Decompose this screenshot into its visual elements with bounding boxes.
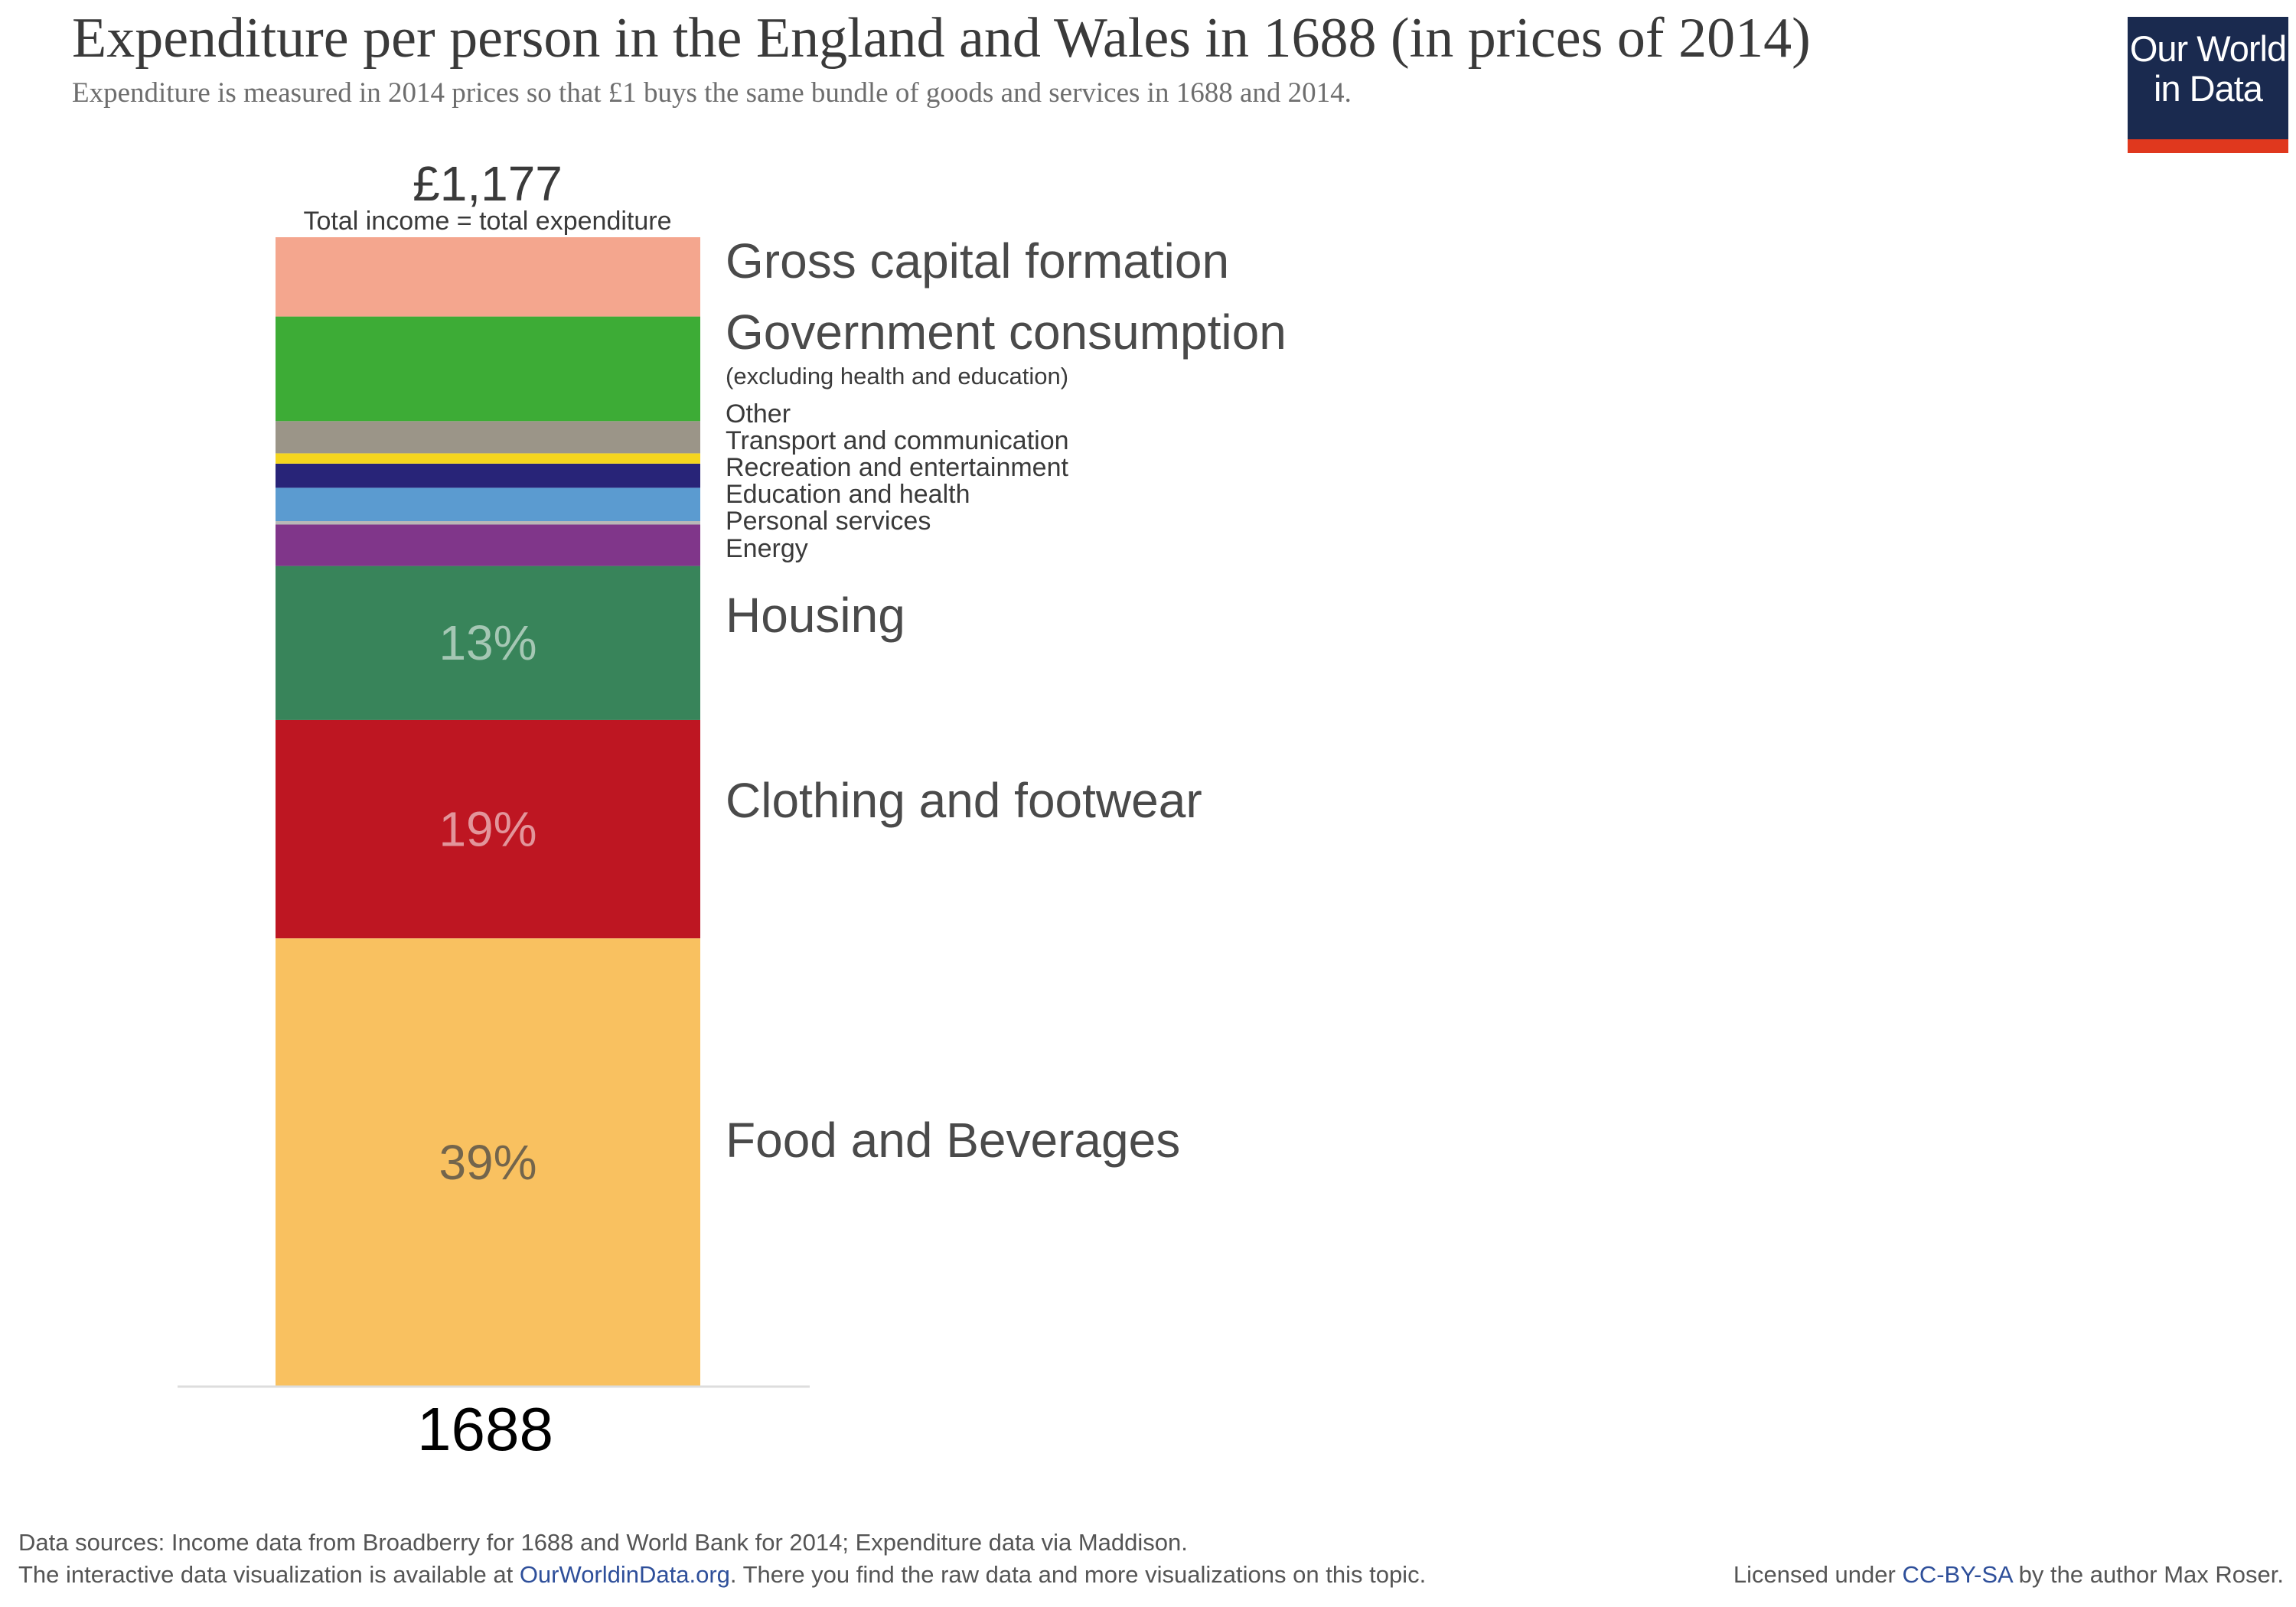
series-label-other: Other bbox=[726, 399, 791, 429]
owid-link[interactable]: OurWorldinData.org bbox=[519, 1561, 730, 1588]
logo-text: Our World in Data bbox=[2128, 29, 2288, 109]
footer-sources: Data sources: Income data from Broadberr… bbox=[18, 1529, 1188, 1556]
chart-subtitle: Expenditure is measured in 2014 prices s… bbox=[72, 77, 1352, 109]
bar-segment-clothing-and-footwear[interactable] bbox=[276, 719, 700, 939]
bar-segment-personal-services[interactable] bbox=[276, 521, 700, 525]
bar-segment-education-and-health[interactable] bbox=[276, 487, 700, 521]
percent-label-housing: 13% bbox=[439, 615, 536, 670]
owid-logo[interactable]: Our World in Data bbox=[2128, 17, 2288, 153]
percent-label-food-and-beverages: 39% bbox=[439, 1135, 536, 1190]
series-label-government-consumption: Government consumption bbox=[726, 305, 1287, 360]
chart-title: Expenditure per person in the England an… bbox=[72, 7, 1811, 70]
bar-segment-recreation-and-entertainment[interactable] bbox=[276, 463, 700, 488]
footer-interactive-prefix: The interactive data visualization is av… bbox=[18, 1561, 520, 1588]
footer-license: Licensed under CC-BY-SA by the author Ma… bbox=[1733, 1561, 2284, 1589]
bar-segment-housing[interactable] bbox=[276, 566, 700, 720]
license-prefix: Licensed under bbox=[1733, 1561, 1903, 1588]
bar-segment-transport-and-communication[interactable] bbox=[276, 453, 700, 464]
percent-label-clothing-and-footwear: 19% bbox=[439, 802, 536, 857]
series-label-transport-and-communication: Transport and communication bbox=[726, 426, 1069, 455]
bar-segment-government-consumption[interactable] bbox=[276, 316, 700, 422]
license-link[interactable]: CC-BY-SA bbox=[1902, 1561, 2013, 1588]
total-label: £1,177 bbox=[413, 156, 563, 211]
series-labels: Food and Beverages Clothing and footwear H… bbox=[726, 233, 1287, 1168]
series-label-housing: Housing bbox=[726, 588, 905, 643]
x-category-label: 1688 bbox=[417, 1395, 553, 1463]
series-label-education-and-health: Education and health bbox=[726, 480, 970, 509]
series-label-food-and-beverages: Food and Beverages bbox=[726, 1113, 1180, 1168]
logo-line-1: Our World bbox=[2129, 28, 2287, 69]
bar-segment-other[interactable] bbox=[276, 421, 700, 454]
series-label-recreation-and-entertainment: Recreation and entertainment bbox=[726, 453, 1068, 482]
percent-labels: 39% 19% 13% bbox=[439, 615, 536, 1190]
series-label-clothing-and-footwear: Clothing and footwear bbox=[726, 773, 1202, 828]
bar-segment-energy[interactable] bbox=[276, 524, 700, 566]
total-caption: Total income = total expenditure bbox=[303, 207, 671, 236]
logo-line-2: in Data bbox=[2154, 68, 2263, 109]
logo-accent-bar bbox=[2128, 139, 2288, 153]
series-label-personal-services: Personal services bbox=[726, 507, 931, 536]
series-label-energy: Energy bbox=[726, 534, 808, 563]
series-sublabel-government-consumption: (excluding health and education) bbox=[726, 363, 1068, 390]
bar-segment-gross-capital-formation[interactable] bbox=[276, 237, 700, 317]
bar-segments bbox=[276, 237, 700, 1387]
footer-interactive: The interactive data visualization is av… bbox=[18, 1561, 1426, 1589]
license-suffix: by the author Max Roser. bbox=[2012, 1561, 2284, 1588]
footer-interactive-suffix: . There you find the raw data and more v… bbox=[729, 1561, 1427, 1588]
series-label-gross-capital-formation: Gross capital formation bbox=[726, 233, 1229, 288]
bar-segment-food-and-beverages[interactable] bbox=[276, 938, 700, 1387]
